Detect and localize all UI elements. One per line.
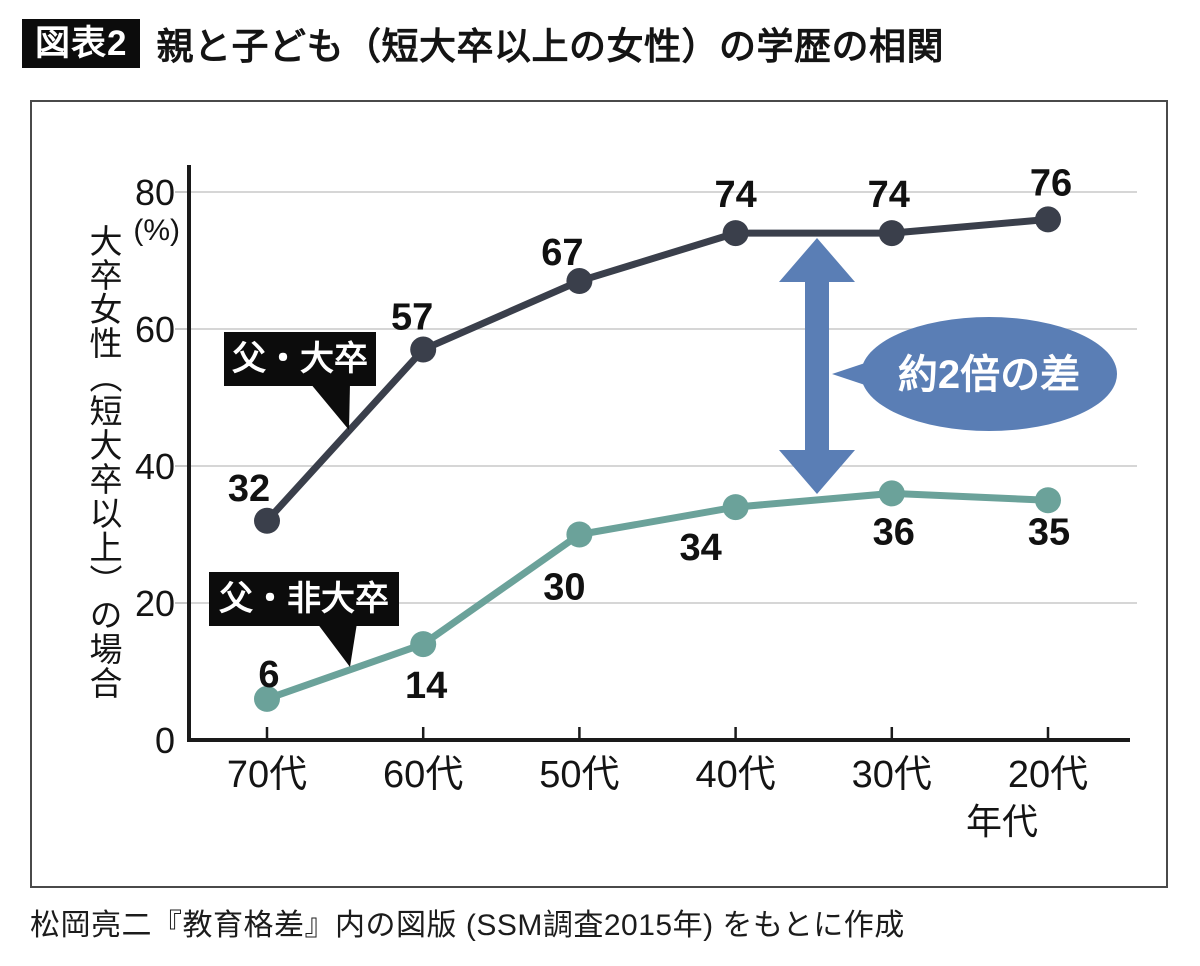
value-label: 67 [541,232,583,274]
data-point [878,480,905,507]
series-callout-label: 父・非大卒 [219,580,389,618]
value-label: 34 [679,527,721,569]
data-point [410,631,437,658]
value-label: 36 [873,511,915,553]
data-point [566,268,593,295]
x-tick-label: 20代 [1008,754,1088,796]
data-point [722,220,749,247]
x-axis-label: 年代 [966,801,1038,842]
series-line-1 [263,489,1052,703]
series-callout-tail [310,383,350,430]
y-tick-label: 40 [135,446,175,487]
annotation-label: 約2倍の差 [898,353,1080,397]
series-callout-box [224,332,376,386]
data-point [722,494,749,521]
series-callout-tail [317,623,357,667]
data-point [410,336,437,363]
annotation-ellipse [861,317,1117,431]
value-label: 74 [868,174,910,216]
line-chart: 大卒女性（短大卒以上）の場合 0 20 40 60 80 (%) 70代 60代 50代 40代 3… [30,100,1168,888]
value-label: 57 [391,297,433,339]
data-point [878,220,905,247]
y-axis-title: 大卒女性（短大卒以上）の場合 [84,224,122,700]
x-tick-label: 60代 [383,754,463,796]
value-label: 6 [258,654,279,696]
data-point [566,521,593,548]
y-tick-label: 60 [135,309,175,350]
series-callout-label: 父・大卒 [232,340,368,378]
data-point [1035,206,1061,233]
difference-arrow [779,238,855,494]
value-label: 14 [405,665,447,707]
x-tick-label: 70代 [227,754,307,796]
value-label: 74 [714,174,756,216]
x-tick-label: 50代 [539,754,619,796]
figure-header: 図表2 親と子ども（短大卒以上の女性）の学歴の相関 [22,16,944,70]
value-label: 35 [1028,511,1070,553]
y-unit-label: (%) [133,214,180,247]
x-tick-label: 30代 [852,754,932,796]
series-line-0 [263,215,1052,525]
y-tick-label: 80 [135,172,175,213]
value-label: 30 [543,567,585,609]
y-tick-label: 20 [135,583,175,624]
y-tick-label: 0 [155,720,175,761]
data-point [1035,487,1061,514]
data-point [254,507,280,534]
figure-badge: 図表2 [22,18,141,68]
page-title: 親と子ども（短大卒以上の女性）の学歴の相関 [156,26,944,67]
value-label: 32 [228,468,270,510]
value-label: 76 [1030,162,1072,204]
series-callout-box [209,572,399,626]
source-caption: 松岡亮二『教育格差』内の図版 (SSM調査2015年) をもとに作成 [30,909,905,942]
x-tick-label: 40代 [695,754,775,796]
data-point [254,685,280,712]
